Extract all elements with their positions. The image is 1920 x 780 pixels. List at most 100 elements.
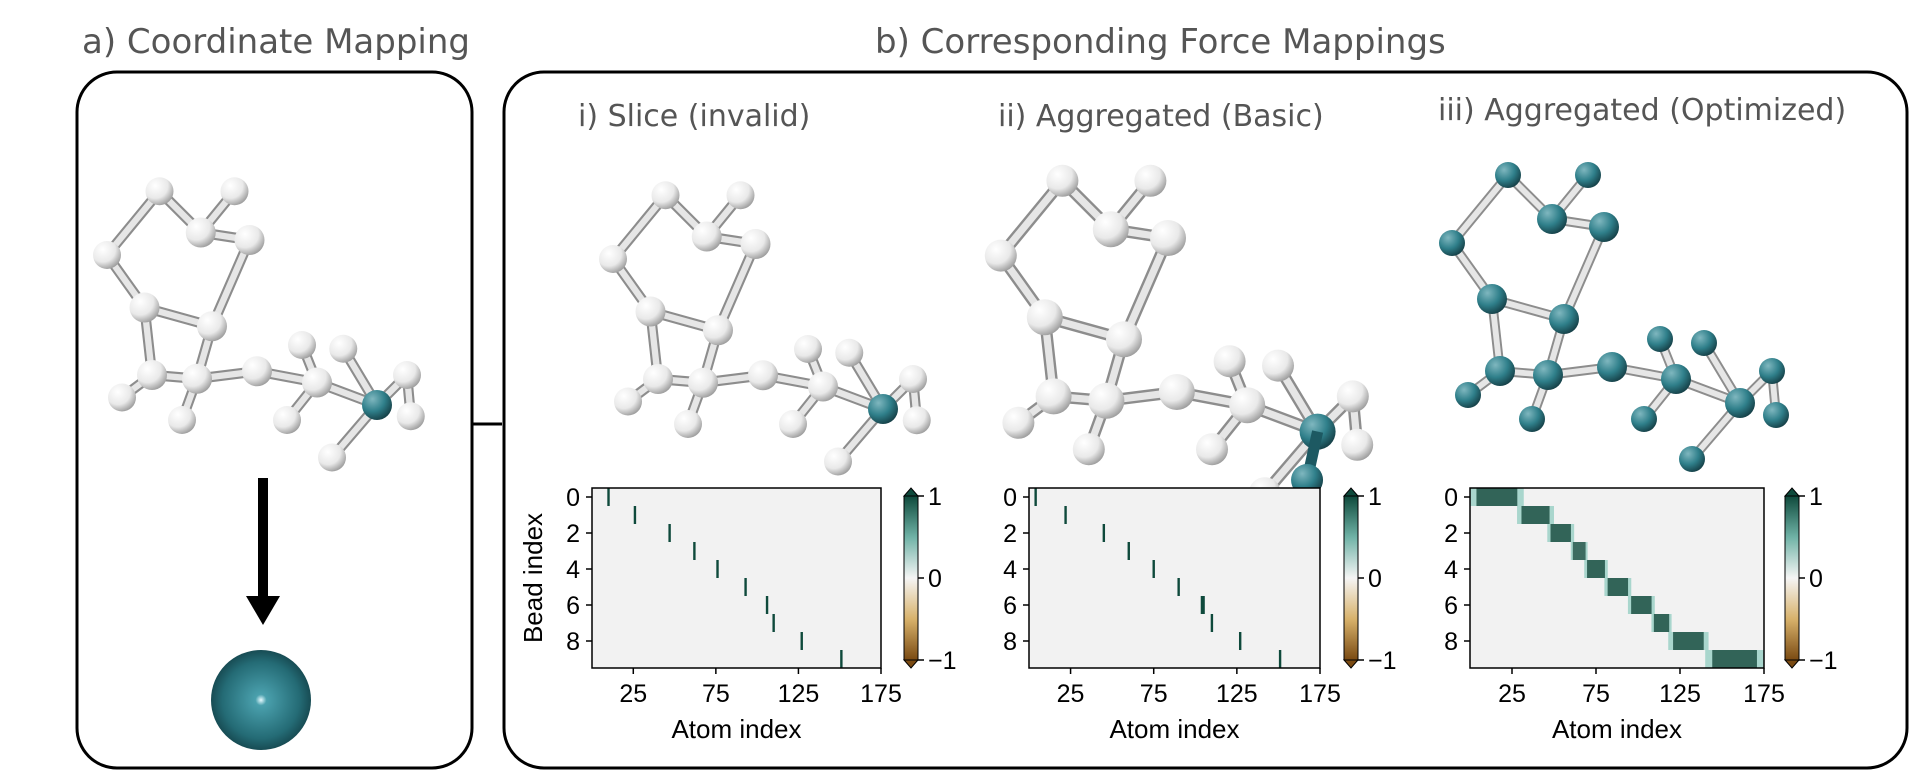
atom [726, 181, 755, 210]
colorbar-extend-min [1783, 659, 1801, 669]
y-tick-label: 8 [1444, 628, 1458, 656]
colorbar-tick-label: 0 [928, 565, 942, 593]
colorbar [1343, 495, 1359, 661]
y-tick-label: 2 [566, 520, 580, 548]
atom [643, 364, 673, 394]
atom [1213, 345, 1246, 378]
panel-a-title: a) Coordinate Mapping [82, 22, 470, 62]
atom-teal [1485, 356, 1515, 386]
x-axis-label: Atom index [671, 714, 801, 744]
atom [808, 371, 838, 402]
bond-highlight [714, 240, 759, 334]
colorbar-tick-label: 1 [1368, 483, 1382, 511]
atom [599, 245, 627, 273]
heatmap-cell [840, 650, 843, 668]
atom [651, 181, 680, 210]
colorbar-tick-label: 1 [928, 483, 942, 511]
atom-teal [1537, 204, 1567, 234]
atom [1092, 211, 1129, 248]
atom [197, 311, 227, 342]
heatmap-cell [765, 596, 769, 614]
molecule-atomistic [93, 177, 425, 472]
y-tick-label: 6 [1444, 592, 1458, 620]
atom [835, 338, 864, 367]
heatmap-cell [693, 542, 696, 560]
heatmap-cell [1238, 632, 1242, 650]
x-tick-label: 25 [1057, 680, 1085, 708]
heatmap-cell [772, 614, 775, 632]
heatmap-cell [1202, 596, 1205, 614]
y-tick-label: 0 [1003, 484, 1017, 512]
atom [1106, 321, 1142, 358]
heatmap-band [1476, 488, 1518, 506]
atom [1229, 387, 1266, 424]
heatmap-aggregated-basic: 25 75 125 175 0 2 4 6 8 Atom index 1 0 −1 [1003, 483, 1396, 744]
heatmap-band [1572, 542, 1586, 560]
atom [614, 387, 642, 416]
colorbar-tick-label: −1 [928, 647, 957, 675]
atom [137, 360, 167, 390]
y-tick-label: 4 [1444, 556, 1458, 584]
atom-teal [1533, 360, 1563, 390]
atom-teal [1725, 388, 1755, 418]
y-tick-label: 4 [566, 556, 580, 584]
heatmap-cell [1127, 542, 1130, 560]
atom [635, 296, 666, 327]
heatmap-band [1607, 578, 1629, 596]
heatmap-cell [1200, 596, 1204, 614]
atom-teal [1691, 330, 1717, 356]
bond-highlight [1120, 234, 1172, 343]
heatmap-background [592, 488, 881, 668]
bond-highlight [208, 236, 253, 330]
atom [108, 383, 136, 412]
atom [1046, 164, 1079, 197]
heatmap-cell [716, 560, 719, 578]
heatmap-band [1631, 596, 1652, 614]
atom-teal [1679, 446, 1705, 472]
y-tick-label: 2 [1003, 520, 1017, 548]
atom [984, 239, 1017, 272]
atom [93, 241, 121, 269]
atom [703, 315, 733, 346]
atom-teal [1763, 402, 1789, 428]
atom [1072, 433, 1105, 466]
x-tick-label: 125 [778, 680, 820, 708]
heatmap-cell [744, 578, 747, 596]
colorbar-extend-max [902, 487, 920, 497]
atom-teal [1439, 230, 1465, 256]
x-tick-label: 25 [619, 680, 647, 708]
atom-teal [1647, 326, 1673, 352]
atom [1150, 220, 1186, 256]
heatmap-cell [1210, 614, 1214, 632]
bond-highlight [1449, 172, 1511, 246]
x-tick-label: 175 [1743, 680, 1785, 708]
x-tick-label: 125 [1216, 680, 1258, 708]
x-tick-label: 125 [1659, 680, 1701, 708]
heatmap-slice: 25 75 125 175 0 2 4 6 8 Atom index Bead index 1 0 −1 [518, 483, 957, 744]
atom-teal [1495, 162, 1521, 188]
subpanel-i-title: i) Slice (invalid) [578, 99, 810, 134]
atom [691, 221, 722, 252]
heatmap-cell [1177, 578, 1180, 596]
atom-teal [1549, 304, 1579, 334]
atom [396, 402, 425, 431]
atom [824, 447, 852, 476]
colorbar-tick-label: −1 [1368, 647, 1397, 675]
colorbar-tick-label: 0 [1809, 565, 1823, 593]
atom-teal [1575, 162, 1601, 188]
y-axis-label: Bead index [518, 513, 548, 643]
atom [168, 406, 196, 434]
colorbar-extend-max [1783, 487, 1801, 497]
colorbar-extend-max [1342, 487, 1360, 497]
y-tick-label: 6 [566, 592, 580, 620]
bond-highlight [1561, 224, 1607, 322]
heatmap-cell [607, 488, 610, 506]
subpanel-ii-title: ii) Aggregated (Basic) [998, 99, 1324, 134]
x-axis-label: Atom index [1552, 714, 1682, 744]
heatmap-cell [1064, 506, 1067, 524]
atom [674, 410, 702, 438]
atom [1088, 382, 1125, 419]
panel-a-frame [75, 70, 474, 770]
y-tick-label: 0 [1444, 484, 1458, 512]
